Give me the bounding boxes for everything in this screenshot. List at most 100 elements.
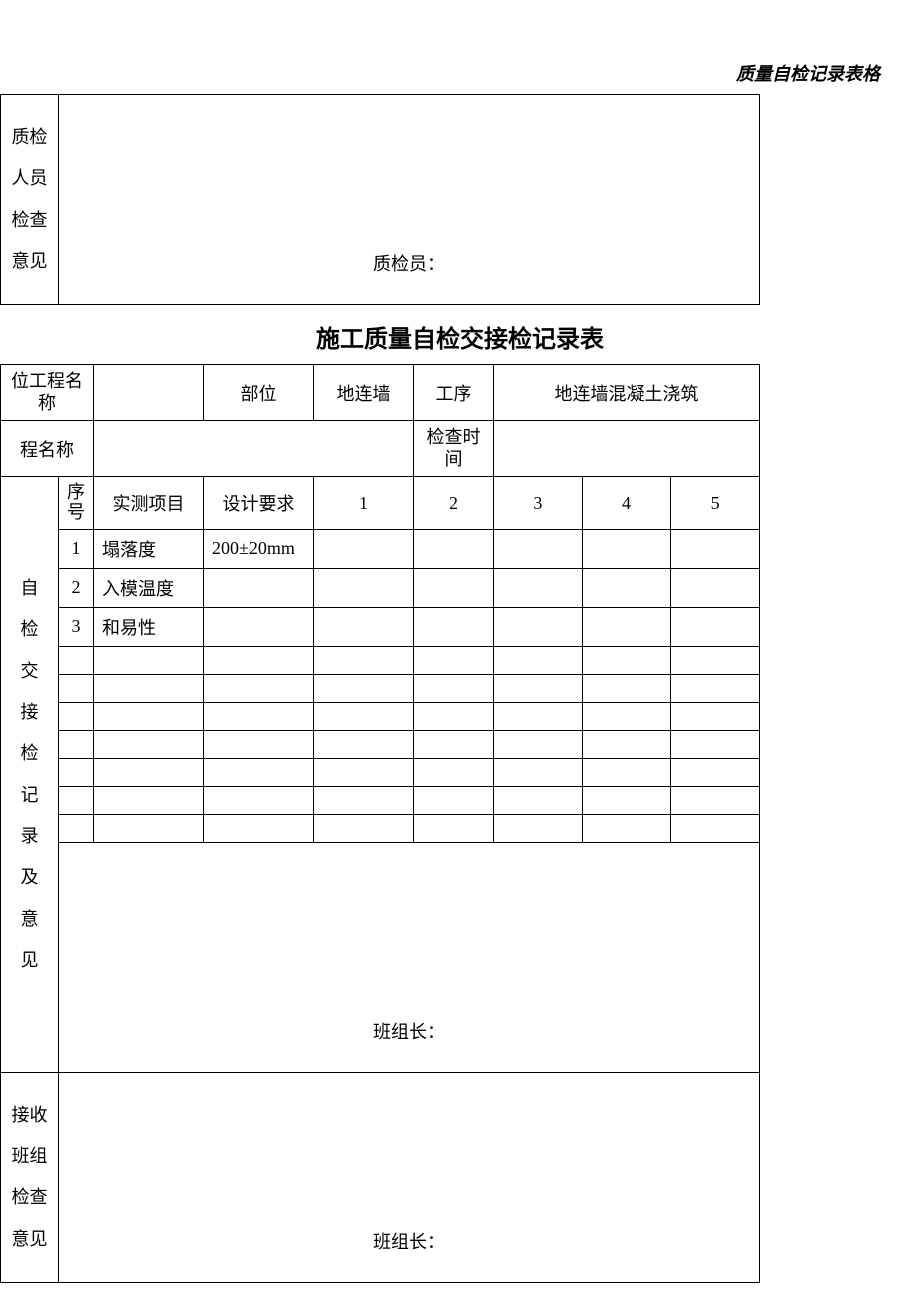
cell-seq: 3 [59,607,94,646]
cell [314,758,414,786]
top-label-line-2: 检查 [12,200,48,241]
table-row: 1塌落度200±20mm [1,529,760,568]
col-seq: 序号 [59,477,94,530]
table-row [1,730,760,758]
cell-seq [59,702,94,730]
table-row [1,646,760,674]
recv-label-cell: 接收 班组 检查 意见 [1,1072,59,1282]
page-header: 质量自检记录表格 [0,0,920,94]
table-row: 3和易性 [1,607,760,646]
cell-seq [59,814,94,842]
recv-l3: 意见 [12,1219,48,1260]
top-label-line-3: 意见 [12,241,48,282]
cell-seq: 2 [59,568,94,607]
cell-item [94,702,204,730]
top-label-line-0: 质检 [12,117,48,158]
cell [582,702,671,730]
cell [582,730,671,758]
label-part: 部位 [204,365,314,421]
table-row [1,814,760,842]
cell [414,702,494,730]
cell-item [94,814,204,842]
cell-item [94,758,204,786]
col-4: 4 [582,477,671,530]
col-1: 1 [314,477,414,530]
cell-req [204,758,314,786]
col-3: 3 [494,477,583,530]
cell [414,646,494,674]
cell [671,786,760,814]
cell-req [204,607,314,646]
cell [314,646,414,674]
cell [494,607,583,646]
cell [414,529,494,568]
cell-req: 200±20mm [204,529,314,568]
sl-8: 意 [21,908,39,931]
label-unit-project: 位工程名称 [1,365,94,421]
main-form-table: 位工程名称 部位 地连墙 工序 地连墙混凝土浇筑 程名称 检查时间 自 检 交 … [0,364,760,1283]
table-row [1,702,760,730]
cell-item [94,730,204,758]
cell [671,646,760,674]
table-row [1,786,760,814]
cell-item: 塌落度 [94,529,204,568]
cell [582,646,671,674]
cell [494,758,583,786]
value-project-name [94,421,414,477]
cell-seq [59,758,94,786]
cell [414,568,494,607]
cell [671,814,760,842]
cell-item [94,786,204,814]
recv-row: 接收 班组 检查 意见 班组长： [1,1072,760,1282]
cell [314,814,414,842]
value-process: 地连墙混凝土浇筑 [494,365,760,421]
sl-6: 录 [21,825,39,848]
cell-seq [59,730,94,758]
grid-header-row: 自 检 交 接 检 记 录 及 意 见 序号 实测项目 设计要求 1 2 3 4… [1,477,760,530]
cell [494,730,583,758]
cell [671,529,760,568]
cell [494,786,583,814]
cell [494,674,583,702]
top-inspector-table: 质检 人员 检查 意见 质检员： [0,94,760,305]
cell [582,568,671,607]
inspector-signature-label: 质检员： [373,250,445,276]
sl-5: 记 [21,784,39,807]
main-title: 施工质量自检交接检记录表 [0,305,920,364]
cell-req [204,730,314,758]
recv-l0: 接收 [12,1095,48,1136]
cell [671,702,760,730]
cell [582,529,671,568]
col-2: 2 [414,477,494,530]
sl-1: 检 [21,618,39,641]
cell [494,702,583,730]
cell [582,674,671,702]
recv-l1: 班组 [12,1136,48,1177]
cell [671,568,760,607]
cell-seq [59,786,94,814]
team-leader-signature-label: 班组长： [373,1018,445,1044]
cell [671,607,760,646]
cell-item: 入模温度 [94,568,204,607]
cell [414,758,494,786]
cell [414,730,494,758]
sl-0: 自 [21,577,39,600]
cell-item [94,646,204,674]
cell [494,568,583,607]
col-req: 设计要求 [204,477,314,530]
cell [414,814,494,842]
value-part: 地连墙 [314,365,414,421]
cell-req [204,814,314,842]
cell-seq: 1 [59,529,94,568]
col-item: 实测项目 [94,477,204,530]
label-check-time: 检查时间 [414,421,494,477]
cell-item [94,674,204,702]
cell [582,814,671,842]
label-project-name: 程名称 [1,421,94,477]
cell [582,607,671,646]
sl-4: 检 [21,742,39,765]
cell [494,646,583,674]
cell [414,786,494,814]
cell-seq [59,674,94,702]
cell-req [204,702,314,730]
